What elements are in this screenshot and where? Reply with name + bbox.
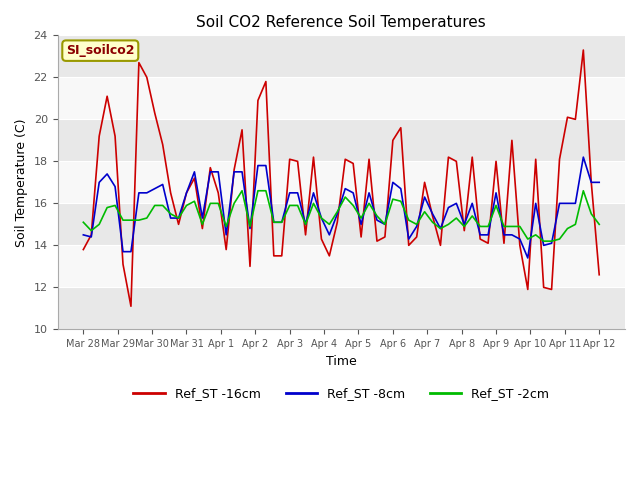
Ref_ST -2cm — [246, 224, 254, 229]
Ref_ST -2cm — [79, 219, 87, 225]
Bar — [58, 245, 625, 288]
Ref_ST -2cm — [492, 203, 500, 208]
Ref_ST -8cm — [238, 169, 246, 175]
Ref_ST -16cm — [317, 236, 325, 242]
Ref_ST -16cm — [492, 158, 500, 164]
Ref_ST -2cm — [317, 215, 325, 221]
Ref_ST -16cm — [214, 190, 222, 196]
Ref_ST -8cm — [79, 232, 87, 238]
Line: Ref_ST -16cm: Ref_ST -16cm — [83, 50, 599, 306]
Ref_ST -8cm — [595, 180, 603, 185]
Ref_ST -2cm — [595, 221, 603, 227]
Line: Ref_ST -2cm: Ref_ST -2cm — [83, 191, 599, 241]
Ref_ST -8cm — [207, 169, 214, 175]
Ref_ST -2cm — [238, 188, 246, 193]
Bar — [58, 288, 625, 329]
Bar — [58, 77, 625, 120]
Ref_ST -2cm — [119, 217, 127, 223]
Ref_ST -2cm — [310, 201, 317, 206]
Bar — [58, 120, 625, 161]
Ref_ST -16cm — [579, 47, 587, 53]
Ref_ST -8cm — [484, 232, 492, 238]
Ref_ST -16cm — [127, 303, 135, 309]
Ref_ST -16cm — [595, 272, 603, 277]
Line: Ref_ST -8cm: Ref_ST -8cm — [83, 157, 599, 258]
Ref_ST -16cm — [79, 247, 87, 252]
Text: SI_soilco2: SI_soilco2 — [66, 44, 134, 57]
Ref_ST -16cm — [246, 264, 254, 269]
Bar — [58, 161, 625, 204]
Ref_ST -2cm — [207, 201, 214, 206]
Ref_ST -2cm — [540, 238, 547, 244]
Title: Soil CO2 Reference Soil Temperatures: Soil CO2 Reference Soil Temperatures — [196, 15, 486, 30]
Ref_ST -16cm — [310, 154, 317, 160]
Ref_ST -8cm — [119, 249, 127, 254]
X-axis label: Time: Time — [326, 355, 356, 368]
Ref_ST -8cm — [310, 190, 317, 196]
Ref_ST -16cm — [119, 262, 127, 267]
Bar — [58, 204, 625, 245]
Ref_ST -8cm — [579, 154, 587, 160]
Bar — [58, 36, 625, 77]
Ref_ST -8cm — [524, 255, 532, 261]
Legend: Ref_ST -16cm, Ref_ST -8cm, Ref_ST -2cm: Ref_ST -16cm, Ref_ST -8cm, Ref_ST -2cm — [129, 383, 554, 406]
Ref_ST -8cm — [301, 221, 309, 227]
Y-axis label: Soil Temperature (C): Soil Temperature (C) — [15, 118, 28, 247]
